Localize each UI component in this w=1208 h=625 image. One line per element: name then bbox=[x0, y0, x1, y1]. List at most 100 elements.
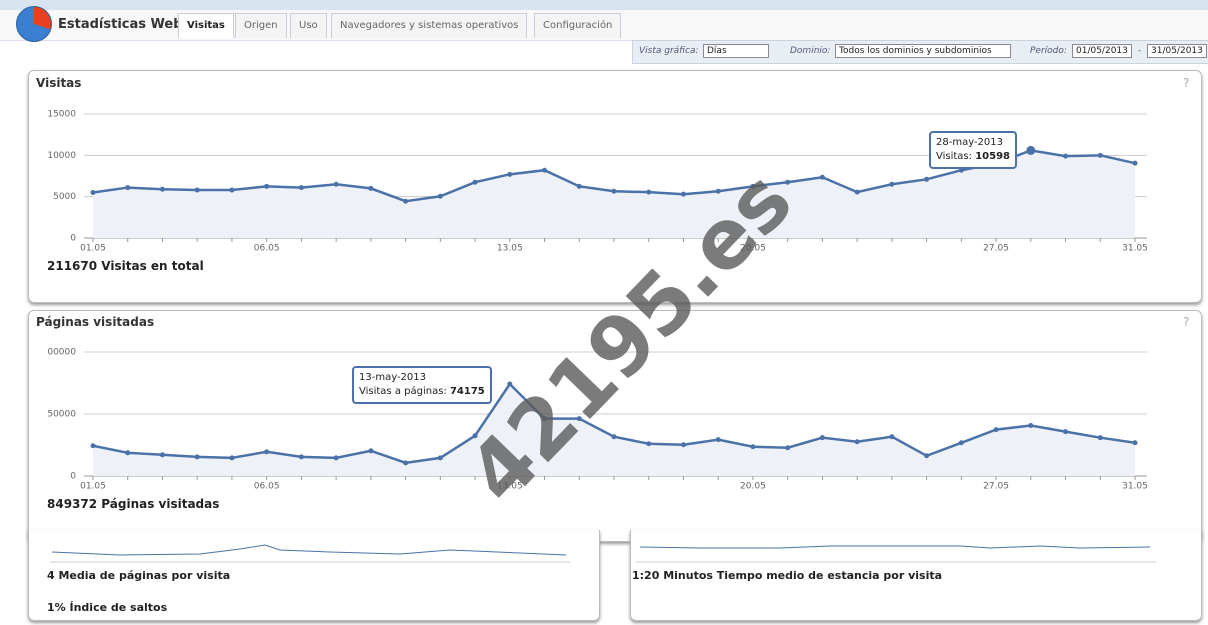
y-tick-label: 15000 bbox=[47, 110, 76, 120]
x-tick-label: 06.05 bbox=[254, 244, 280, 254]
x-tick-label: 06.05 bbox=[254, 482, 280, 492]
help[interactable]: ? bbox=[1183, 76, 1190, 90]
point bbox=[611, 188, 617, 194]
point bbox=[437, 455, 443, 461]
point bbox=[159, 452, 165, 458]
app-title: Estadísticas Web bbox=[58, 17, 183, 32]
point bbox=[611, 434, 617, 440]
x-tick-label: 20.05 bbox=[740, 482, 766, 492]
panel bbox=[28, 530, 600, 621]
tab[interactable]: Origen bbox=[235, 13, 287, 38]
point bbox=[194, 454, 200, 460]
point bbox=[715, 188, 721, 194]
point bbox=[1063, 429, 1069, 435]
point bbox=[750, 183, 756, 189]
separator: - bbox=[1138, 46, 1142, 56]
point bbox=[333, 455, 339, 461]
area bbox=[93, 384, 1135, 476]
point bbox=[819, 174, 825, 180]
point bbox=[785, 445, 791, 451]
x-tick-label: 01.05 bbox=[80, 482, 106, 492]
total-value: 211670 bbox=[47, 259, 98, 273]
tooltip-date: 13-may-2013 bbox=[359, 372, 427, 383]
point bbox=[472, 433, 478, 439]
point bbox=[542, 167, 548, 173]
total-label: Visitas en total bbox=[101, 259, 204, 273]
select[interactable]: Todos los dominios y subdominios bbox=[835, 44, 1011, 58]
point bbox=[1097, 152, 1103, 158]
point bbox=[958, 440, 964, 446]
point bbox=[507, 381, 513, 387]
point bbox=[1132, 160, 1138, 166]
panel bbox=[630, 530, 1202, 621]
controls: Vista gráfica: Días Dominio: Todos los d… bbox=[632, 40, 1208, 64]
y-tick-label: 00000 bbox=[47, 348, 76, 358]
point bbox=[924, 453, 930, 459]
point bbox=[889, 434, 895, 440]
y-tick-label: 50000 bbox=[47, 410, 76, 420]
point bbox=[854, 439, 860, 445]
panel-title: Visitas bbox=[36, 76, 82, 90]
point bbox=[437, 193, 443, 199]
sparkline bbox=[51, 544, 567, 556]
point bbox=[1132, 440, 1138, 446]
x-tick-label: 20.05 bbox=[740, 244, 766, 254]
point bbox=[472, 179, 478, 185]
point bbox=[576, 416, 582, 422]
point bbox=[159, 186, 165, 192]
label: Vista gráfica: bbox=[639, 46, 699, 56]
point bbox=[889, 181, 895, 187]
point bbox=[264, 449, 270, 455]
point bbox=[298, 185, 304, 191]
point bbox=[194, 187, 200, 193]
tab[interactable]: Navegadores y sistemas operativos bbox=[331, 13, 528, 38]
tab[interactable]: Configuración bbox=[534, 13, 622, 38]
top-band bbox=[0, 0, 1208, 10]
y-tick-label: 0 bbox=[70, 472, 76, 482]
point bbox=[750, 444, 756, 450]
tab[interactable]: Uso bbox=[290, 13, 327, 38]
tooltip-value: 10598 bbox=[975, 151, 1010, 162]
point bbox=[924, 176, 930, 182]
point bbox=[333, 181, 339, 187]
point bbox=[1063, 153, 1069, 159]
panel bbox=[28, 310, 1202, 542]
x-tick-label: 13.05 bbox=[497, 482, 523, 492]
point bbox=[785, 179, 791, 185]
point bbox=[403, 198, 409, 204]
panel-title: Páginas visitadas bbox=[36, 315, 155, 329]
label: Dominio: bbox=[790, 46, 831, 56]
x-tick-label: 27.05 bbox=[983, 244, 1009, 254]
select[interactable]: Días bbox=[703, 44, 769, 58]
x-tick-label: 31.05 bbox=[1122, 482, 1148, 492]
date-input[interactable]: 01/05/2013 bbox=[1072, 44, 1132, 58]
sparkline bbox=[639, 545, 1151, 549]
tab[interactable]: Visitas bbox=[178, 13, 234, 38]
point bbox=[680, 442, 686, 448]
x-tick-label: 01.05 bbox=[80, 244, 106, 254]
y-tick-label: 5000 bbox=[53, 192, 76, 202]
stat: 1% Índice de saltos bbox=[47, 601, 168, 614]
stat: 1:20 Minutos Tiempo medio de estancia po… bbox=[632, 569, 943, 582]
tooltip-label: Visitas a páginas: bbox=[359, 386, 447, 397]
point bbox=[993, 427, 999, 433]
point bbox=[368, 448, 374, 454]
point bbox=[229, 187, 235, 193]
help[interactable]: ? bbox=[1183, 315, 1190, 329]
tooltip: 28-may-2013 Visitas: 10598 bbox=[929, 131, 1017, 169]
point bbox=[646, 189, 652, 195]
point bbox=[680, 191, 686, 197]
tooltip: 13-may-2013 Visitas a páginas: 74175 bbox=[352, 366, 492, 404]
point bbox=[90, 443, 96, 449]
point bbox=[542, 416, 548, 422]
date-input[interactable]: 31/05/2013 bbox=[1147, 44, 1207, 58]
point bbox=[854, 189, 860, 195]
x-tick-label: 27.05 bbox=[983, 482, 1009, 492]
point bbox=[298, 454, 304, 460]
stat: 4 Media de páginas por visita bbox=[47, 569, 231, 582]
point bbox=[403, 460, 409, 466]
tooltip-label: Visitas: bbox=[936, 151, 973, 162]
point bbox=[715, 437, 721, 443]
